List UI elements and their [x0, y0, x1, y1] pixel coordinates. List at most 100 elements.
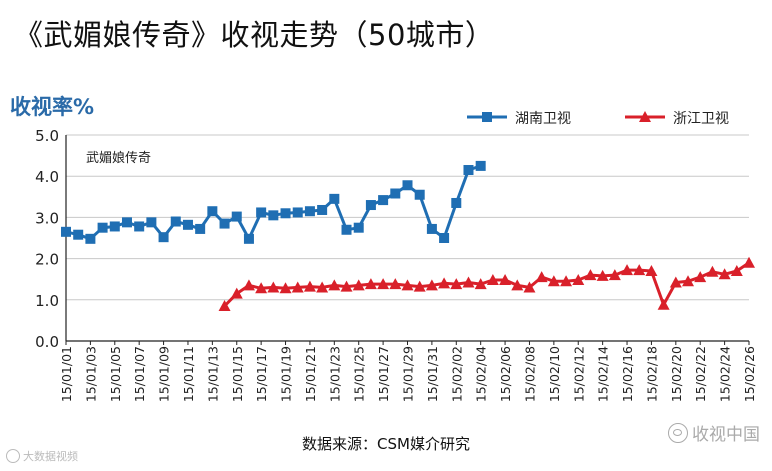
- data-point: [316, 281, 329, 293]
- chart-text: 0.0 1.0 2.0 3.0 4.0 5.0 15/01/01 15/01/03 15/01/…: [10, 95, 757, 402]
- data-point: [341, 224, 352, 235]
- data-point: [242, 279, 255, 291]
- data-point: [280, 208, 291, 219]
- data-point: [353, 222, 364, 233]
- data-point: [499, 274, 512, 286]
- legend-marker: [482, 112, 492, 122]
- data-point: [267, 281, 280, 293]
- wechat-icon: [668, 422, 688, 443]
- data-point: [207, 206, 218, 217]
- data-point: [182, 219, 193, 230]
- data-point: [73, 229, 84, 240]
- data-point: [462, 276, 475, 288]
- data-point: [170, 216, 181, 227]
- y-tick-label: 2.0: [35, 251, 59, 269]
- data-point: [340, 280, 353, 292]
- data-point: [109, 221, 120, 232]
- data-point: [146, 217, 157, 228]
- x-tick-label: 15/01/13: [205, 346, 220, 402]
- data-point: [328, 279, 341, 291]
- x-tick-label: 15/01/25: [352, 346, 367, 402]
- data-point: [85, 233, 96, 244]
- data-point: [402, 180, 413, 191]
- data-point: [303, 280, 316, 292]
- data-point: [364, 278, 377, 290]
- series-line-0: [65, 164, 482, 241]
- data-point: [474, 278, 487, 290]
- x-tick-label: 15/02/24: [718, 346, 733, 402]
- data-point: [560, 275, 573, 287]
- data-point: [304, 206, 315, 217]
- x-tick-label: 15/02/10: [547, 346, 562, 402]
- data-point: [535, 271, 548, 283]
- data-point: [97, 222, 108, 233]
- data-point: [718, 268, 731, 280]
- data-point: [279, 282, 292, 294]
- x-tick-label: 15/01/17: [254, 346, 269, 402]
- data-point: [706, 265, 719, 277]
- data-point: [158, 232, 169, 243]
- data-point: [694, 271, 707, 283]
- wechat-watermark: 收视中国: [668, 420, 760, 445]
- x-tick-label: 15/01/01: [59, 346, 74, 402]
- data-point: [292, 207, 303, 218]
- source-note: 数据来源：CSM媒介研究: [302, 435, 470, 453]
- x-tick-label: 15/02/08: [522, 346, 537, 402]
- data-point: [377, 278, 390, 290]
- data-point: [230, 287, 243, 299]
- data-point: [365, 200, 376, 211]
- data-point: [486, 274, 499, 286]
- data-point: [451, 197, 462, 208]
- x-tick-label: 15/01/27: [376, 346, 391, 402]
- data-point: [121, 217, 132, 228]
- data-point: [390, 188, 401, 199]
- x-tick-label: 15/02/18: [644, 346, 659, 402]
- data-point: [621, 264, 634, 276]
- data-point: [511, 279, 524, 291]
- data-point: [463, 165, 474, 176]
- y-axis-label: 收视率%: [10, 95, 94, 119]
- data-point: [268, 210, 279, 221]
- x-tick-label: 15/02/20: [669, 346, 684, 402]
- data-point: [657, 298, 670, 310]
- data-point: [414, 189, 425, 200]
- data-point: [438, 277, 451, 289]
- data-point: [243, 233, 254, 244]
- data-point: [633, 264, 646, 276]
- x-tick-label: 15/02/26: [742, 346, 757, 402]
- legend-marker: [639, 111, 651, 122]
- x-tick-label: 15/01/19: [279, 346, 294, 402]
- data-point: [378, 195, 389, 206]
- y-tick-label: 4.0: [35, 168, 59, 186]
- watermark-logo-icon: [6, 449, 20, 463]
- data-point: [645, 264, 658, 276]
- data-point: [523, 281, 536, 293]
- x-tick-label: 15/01/15: [230, 346, 245, 402]
- data-point: [547, 275, 560, 287]
- chart-annotation: 武媚娘传奇: [86, 150, 151, 166]
- data-point: [439, 233, 450, 243]
- data-point: [389, 278, 402, 290]
- x-tick-label: 15/01/11: [181, 346, 196, 402]
- data-point: [743, 256, 755, 268]
- x-tick-label: 15/02/16: [620, 346, 635, 402]
- y-tick-label: 5.0: [35, 127, 59, 145]
- x-tick-label: 15/01/05: [108, 346, 123, 402]
- data-point: [425, 279, 438, 291]
- data-point: [329, 193, 340, 204]
- x-tick-label: 15/01/21: [303, 346, 318, 402]
- legend-label: 浙江卫视: [673, 111, 729, 127]
- data-point: [291, 281, 304, 293]
- legend: 湖南卫视 浙江卫视: [467, 111, 729, 127]
- data-point: [61, 226, 71, 237]
- data-point: [572, 274, 585, 286]
- data-point: [682, 275, 695, 287]
- x-tick-label: 15/01/09: [157, 346, 172, 402]
- data-point: [255, 282, 268, 294]
- y-tick-label: 3.0: [35, 209, 59, 227]
- data-point: [608, 269, 621, 281]
- y-tick-label: 0.0: [35, 333, 59, 351]
- data-point: [730, 264, 743, 276]
- x-tick-label: 15/02/02: [449, 346, 464, 402]
